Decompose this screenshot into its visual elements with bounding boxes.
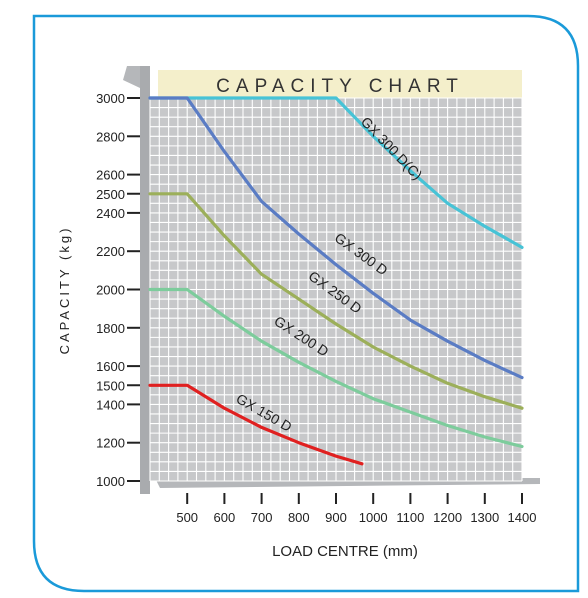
y-tick-label: 1200 bbox=[96, 436, 125, 451]
x-tick-label: 1000 bbox=[359, 510, 388, 525]
y-tick-label: 1600 bbox=[96, 359, 125, 374]
title-banner bbox=[158, 70, 522, 98]
series-line bbox=[148, 96, 524, 380]
x-tick-label: 700 bbox=[251, 510, 273, 525]
chart-title: CAPACITY CHART bbox=[216, 76, 464, 97]
y-tick-label: 1800 bbox=[96, 321, 125, 336]
y-tick-label: 3000 bbox=[96, 91, 125, 106]
y-tick-label: 2800 bbox=[96, 129, 125, 144]
x-axis: 500 600 700 800 900 1000 1100 1200 1300 1400 bbox=[176, 493, 536, 525]
series-line bbox=[148, 287, 524, 449]
y-tick-label: 2600 bbox=[96, 168, 125, 183]
y-tick-label: 2400 bbox=[96, 206, 125, 221]
y-tick-label: 1500 bbox=[96, 378, 125, 393]
x-tick-label: 600 bbox=[214, 510, 236, 525]
y-tick-label: 2000 bbox=[96, 283, 125, 298]
x-tick-label: 1100 bbox=[396, 510, 424, 525]
y-tick-label: 1000 bbox=[96, 474, 125, 489]
x-tick-label: 900 bbox=[325, 510, 347, 525]
y-axis-label: CAPACITY (kg) bbox=[57, 226, 72, 355]
y-tick-label: 1400 bbox=[96, 397, 125, 412]
series-layer bbox=[148, 96, 524, 466]
x-tick-label: 1200 bbox=[433, 510, 462, 525]
series-line bbox=[148, 383, 364, 466]
y-tick-label: 2500 bbox=[96, 187, 125, 202]
x-axis-label: LOAD CENTRE (mm) bbox=[272, 543, 418, 560]
y-tick-label: 2200 bbox=[96, 244, 125, 259]
x-tick-label: 1300 bbox=[470, 510, 499, 525]
y-axis: 1000 1200 1400 1500 1600 1800 2000 2200 2400 2500… bbox=[96, 91, 140, 489]
series-line bbox=[148, 192, 524, 410]
x-tick-label: 800 bbox=[288, 510, 310, 525]
x-tick-label: 1400 bbox=[508, 510, 537, 525]
x-tick-label: 500 bbox=[176, 510, 198, 525]
series-line bbox=[148, 96, 524, 249]
frame-left-bar bbox=[140, 66, 150, 494]
